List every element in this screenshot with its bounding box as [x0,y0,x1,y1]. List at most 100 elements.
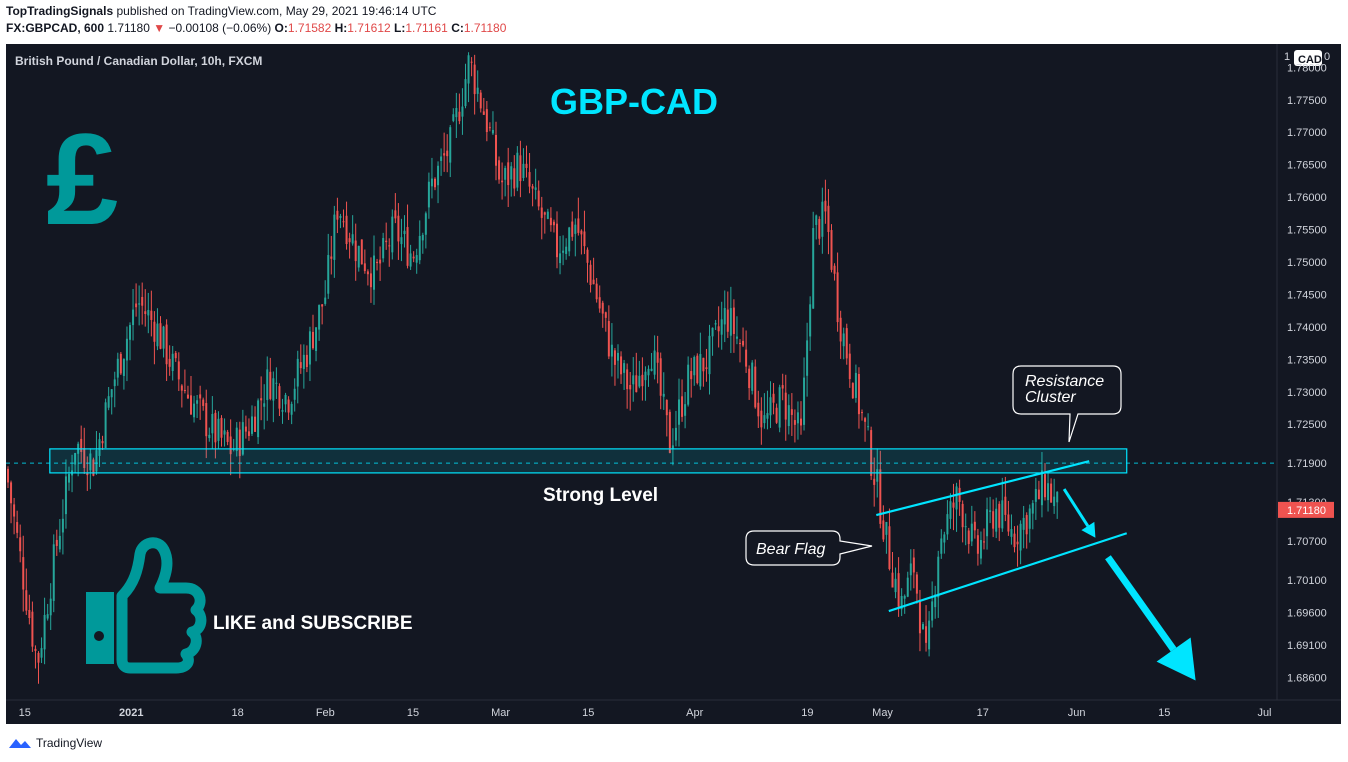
candle-body [812,228,815,309]
candle-body [763,415,766,424]
footer-brand[interactable]: TradingView [36,736,103,750]
candle-body [464,79,467,107]
chart-area[interactable]: British Pound / Canadian Dollar, 10h, FX… [6,44,1341,724]
candle-body [565,246,568,254]
candle-body [696,355,699,384]
tradingview-logo-icon[interactable] [8,736,32,750]
candle-body [351,234,354,244]
candle-body [260,398,263,401]
chart-canvas[interactable]: British Pound / Canadian Dollar, 10h, FX… [6,44,1341,724]
candle-body [1053,496,1056,507]
candle-body [690,371,693,380]
candle-body [806,340,809,376]
down-arrow-small-shaft [1062,488,1090,527]
candle-body [918,599,921,634]
candle-body [717,326,720,332]
candle-body [604,312,607,318]
candle-body [729,308,732,336]
candle-body [434,178,436,188]
candle-body [495,134,497,166]
candle-body [223,430,226,435]
candle-body [403,230,406,235]
candle-body [1034,489,1037,502]
candle-body [202,399,205,406]
candle-body [644,371,647,381]
candle-body [635,375,638,393]
candle-body [574,224,577,234]
price-axis[interactable]: 1 CAD 0 1.78000 1.77500 1.77000 1.76500 1.76… [1276,44,1334,700]
candle-body [290,403,293,415]
candles-layer [7,52,1059,684]
candle-body [949,501,952,519]
candle-body [769,397,772,416]
candle-body [601,302,604,314]
candle-body [1050,483,1053,503]
candle-body [516,152,519,188]
currency-badge[interactable] [1294,50,1322,66]
candle-body [507,162,510,186]
candle-body [1010,529,1013,537]
candle-body [989,510,992,512]
candle-body [571,221,574,237]
change-value: −0.00108 (−0.06%) [168,21,272,35]
candle-body [275,382,278,384]
author-name[interactable]: TopTradingSignals [6,4,114,18]
candle-body [162,326,165,349]
candle-body [269,371,272,399]
candle-body [25,590,28,611]
candle-body [653,350,656,375]
candle-body [46,614,49,619]
candle-body [305,354,308,368]
last-price: 1.71180 [107,21,150,35]
candle-body [110,389,113,398]
candle-body [235,427,238,451]
open-label: O: [274,21,288,35]
candle-body [952,502,955,508]
y-tick-label: 1.70100 [1287,575,1327,587]
candle-body [369,273,372,288]
candle-body [22,557,25,590]
candle-body [659,358,662,396]
candle-body [754,366,757,408]
candle-body [40,648,43,658]
x-tick-label: May [872,707,893,719]
candle-body [687,364,690,405]
candle-body [190,395,192,415]
candle-body [437,165,440,186]
candle-body [967,530,970,545]
candle-body [244,426,247,432]
candle-body [339,215,342,218]
candle-body [845,328,848,359]
candle-body [519,155,522,182]
candle-body [739,342,741,344]
candle-body [376,261,379,264]
resistance-label-line2: Cluster [1025,389,1076,406]
candle-body [129,325,131,340]
candle-body [549,217,552,226]
candle-body [458,111,461,122]
y-tick-label: 1.73500 [1287,354,1327,366]
candle-body [613,350,616,365]
candle-body [906,577,909,597]
x-tick-label: 17 [977,707,989,719]
candle-body [668,411,671,453]
candle-body [177,361,180,380]
candle-body [665,399,668,416]
candle-body [748,368,751,389]
candle-body [312,331,314,349]
candle-body [34,648,37,651]
candle-body [95,450,98,472]
candle-body [909,563,912,576]
high-label: H: [334,21,348,35]
candle-body [327,255,330,294]
time-axis[interactable]: 15 2021 18 Feb 15 Mar 15 Apr 19 May 17 Jun 15 Jul [6,699,1341,719]
candle-body [183,389,186,392]
candle-body [284,394,287,405]
candle-body [141,296,144,306]
candle-body [647,368,650,376]
x-tick-label: 15 [407,707,419,719]
candle-body [888,526,891,570]
candle-body [83,448,86,469]
candle-body [708,335,711,375]
candle-body [101,441,104,444]
